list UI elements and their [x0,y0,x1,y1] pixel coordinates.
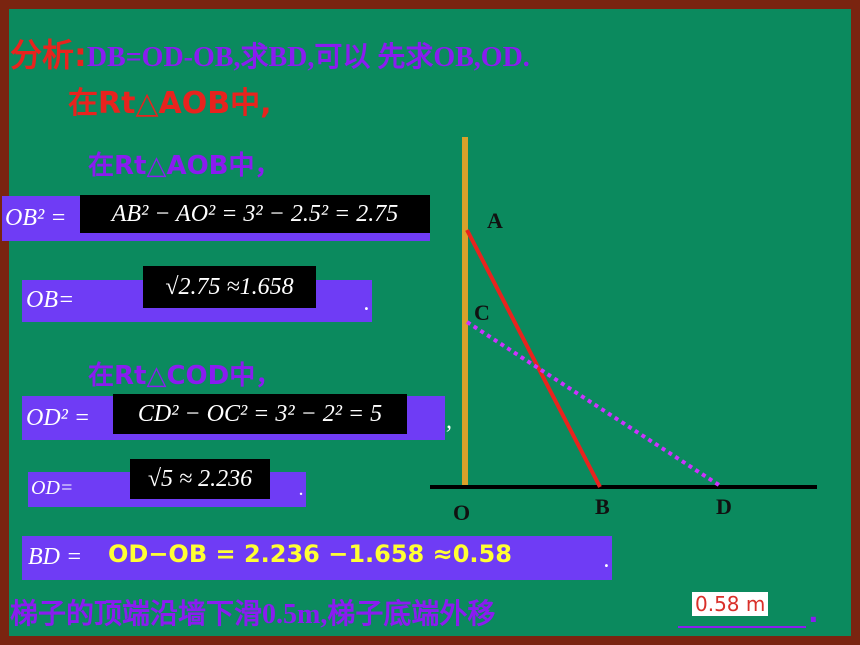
formula-lhs: OB= [26,287,75,313]
formula-expr: CD² − OC² = 3² − 2² = 5 [113,394,407,434]
analysis-label: 分析: [10,36,87,74]
conclusion-end: . [808,596,819,629]
formula-lhs: OD= [31,477,74,499]
answer-blank: 0.58 m [678,590,806,628]
point-label: C [474,300,490,325]
formula-lhs: BD = [28,544,83,570]
formula-end: , [446,408,452,434]
formula-lhs: OD² = [26,405,91,431]
analysis-header: 分析:DB=OD-OB,求BD,可以 先求OB,OD. [10,30,530,76]
ladder-before [465,229,602,488]
slide-background [9,9,851,636]
formula-lhs: OB² = [5,205,67,231]
formula-expr: AB² − AO² = 3² − 2.5² = 2.75 [80,195,430,233]
formula-end: . [604,547,610,573]
formula-expr: OD−OB = 2.236 −1.658 ≈0.58 [108,540,512,568]
point-label: B [595,494,610,519]
formula-end: . [364,290,370,316]
analysis-line: 在Rt△AOB中, [68,86,272,121]
formula-band [22,536,612,580]
formula-end: . [299,478,304,500]
analysis-text: DB=OD-OB,求BD,可以 先求OB,OD. [86,42,530,73]
ladder-after [465,320,724,489]
step-heading: 在Rt△COD中， [88,361,282,391]
formula-expr: √5 ≈ 2.236 [130,459,270,499]
formula-expr: √2.75 ≈1.658 [143,266,316,308]
point-label: O [453,500,471,525]
answer-text: 0.58 m [692,592,769,616]
step-heading: 在Rt△AOB中， [88,151,281,181]
point-label: A [487,208,503,233]
point-label: D [716,494,732,519]
conclusion-text: 梯子的顶端沿墙下滑0.5m,梯子底端外移 [10,599,496,630]
